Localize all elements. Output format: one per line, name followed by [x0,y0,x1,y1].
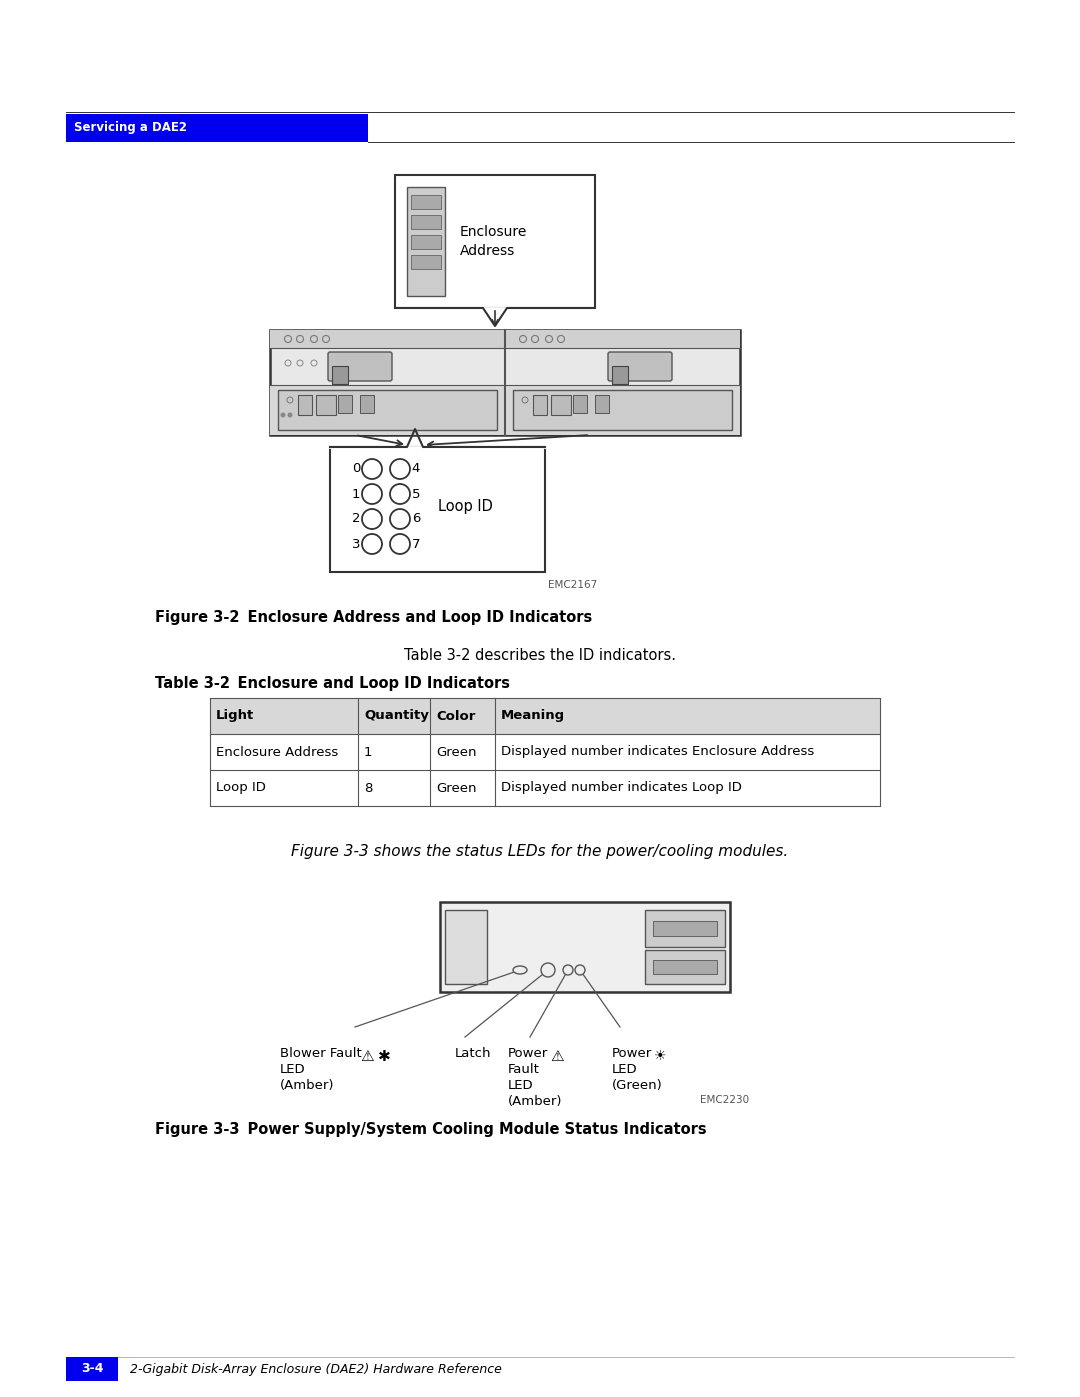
Text: EMC2230: EMC2230 [700,1095,750,1105]
Text: (Amber): (Amber) [508,1095,563,1108]
Text: Latch: Latch [455,1046,491,1060]
Text: (Amber): (Amber) [280,1078,335,1092]
Bar [298,395,312,415]
Text: 0: 0 [352,462,361,475]
Bar [270,386,740,434]
Text: Table 3-2: Table 3-2 [156,676,230,692]
Text: Figure 3-2: Figure 3-2 [156,610,240,624]
Text: Blower Fault: Blower Fault [280,1046,362,1060]
Text: 2-Gigabit Disk-Array Enclosure (DAE2) Hardware Reference: 2-Gigabit Disk-Array Enclosure (DAE2) Ha… [130,1362,502,1376]
Text: Figure 3-3: Figure 3-3 [156,1122,240,1137]
Bar [645,950,725,983]
Bar [411,215,441,229]
Text: (Green): (Green) [612,1078,663,1092]
Text: Loop ID: Loop ID [216,781,266,795]
Text: Fault: Fault [508,1063,540,1076]
Text: Green: Green [436,746,476,759]
Bar [395,175,595,307]
Bar [411,256,441,270]
Bar [278,390,497,430]
Bar [360,395,374,414]
Text: LED: LED [280,1063,306,1076]
Text: Quantity: Quantity [364,710,429,722]
Text: 1: 1 [352,488,361,500]
Circle shape [575,965,585,975]
Circle shape [541,963,555,977]
Text: Servicing a DAE2: Servicing a DAE2 [75,122,187,134]
Text: LED: LED [612,1063,637,1076]
Text: 5: 5 [411,488,420,500]
Bar [440,902,730,992]
Bar [645,909,725,947]
Text: Green: Green [436,781,476,795]
Text: 7: 7 [411,538,420,550]
Text: Displayed number indicates Enclosure Address: Displayed number indicates Enclosure Add… [501,746,814,759]
Bar [653,921,717,936]
Bar [270,330,740,434]
Text: EMC2167: EMC2167 [548,580,597,590]
Bar [573,395,588,414]
Text: Enclosure Address and Loop ID Indicators: Enclosure Address and Loop ID Indicators [227,610,592,624]
FancyBboxPatch shape [328,352,392,381]
Text: ⚠: ⚠ [550,1049,564,1065]
Circle shape [281,412,285,418]
Text: Enclosure and Loop ID Indicators: Enclosure and Loop ID Indicators [217,676,510,692]
Text: 1: 1 [364,746,373,759]
Bar [332,366,348,384]
Bar [270,330,740,348]
Circle shape [563,965,573,975]
Bar [338,395,352,414]
Text: ✱: ✱ [378,1049,391,1065]
Text: Power Supply/System Cooling Module Status Indicators: Power Supply/System Cooling Module Statu… [227,1122,706,1137]
Text: Enclosure Address: Enclosure Address [216,746,338,759]
Bar [653,960,717,974]
Text: 2: 2 [352,513,361,525]
Text: 8: 8 [364,781,373,795]
FancyBboxPatch shape [608,352,672,381]
Bar [612,366,627,384]
Text: 3: 3 [352,538,361,550]
Text: ☀: ☀ [654,1049,666,1063]
Text: ⚠: ⚠ [360,1049,374,1065]
Bar [445,909,487,983]
Text: Color: Color [436,710,475,722]
Text: Power: Power [612,1046,652,1060]
Bar [513,390,732,430]
Text: Displayed number indicates Loop ID: Displayed number indicates Loop ID [501,781,742,795]
Bar [534,395,546,415]
Circle shape [287,412,293,418]
Bar [66,115,368,142]
Bar [316,395,336,415]
Bar [407,187,445,296]
Text: Figure 3-3 shows the status LEDs for the power/cooling modules.: Figure 3-3 shows the status LEDs for the… [292,844,788,859]
Bar [210,698,880,733]
Text: 3-4: 3-4 [81,1362,104,1376]
Bar [551,395,571,415]
Bar [411,196,441,210]
Text: LED: LED [508,1078,534,1092]
Ellipse shape [513,965,527,974]
Text: Meaning: Meaning [501,710,565,722]
Text: 6: 6 [411,513,420,525]
Text: Light: Light [216,710,254,722]
Bar [66,1356,118,1382]
Text: 4: 4 [411,462,420,475]
Bar [330,447,545,571]
Text: Loop ID: Loop ID [438,499,492,514]
Bar [595,395,609,414]
Text: Enclosure
Address: Enclosure Address [460,225,527,258]
Bar [411,235,441,249]
Text: Table 3-2 describes the ID indicators.: Table 3-2 describes the ID indicators. [404,648,676,664]
Text: Power: Power [508,1046,549,1060]
